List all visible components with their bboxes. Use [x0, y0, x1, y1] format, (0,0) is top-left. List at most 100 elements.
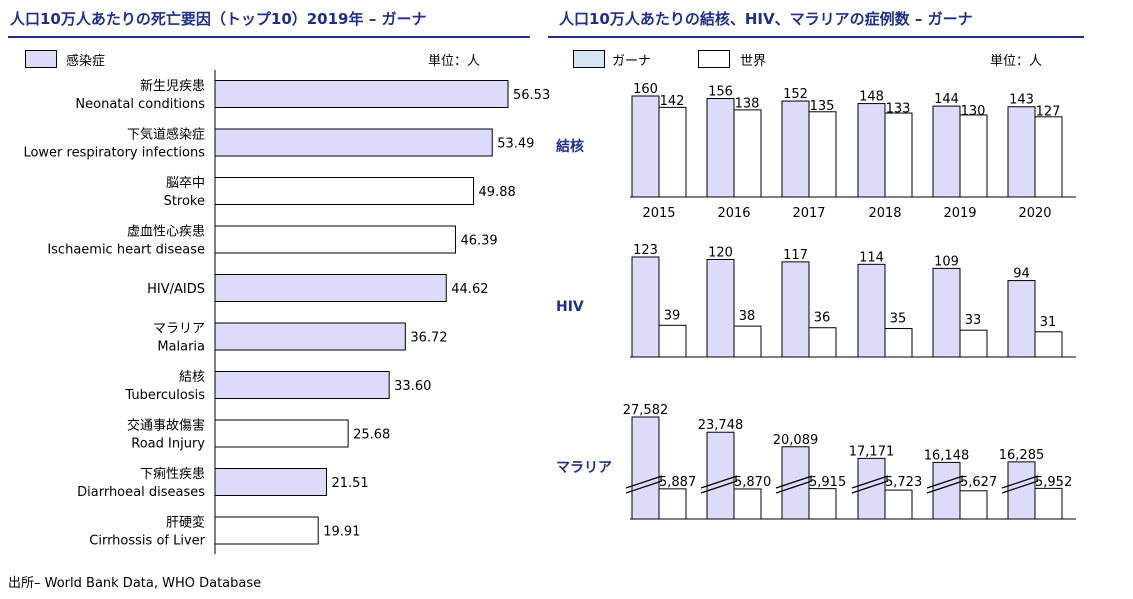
left-category-en: Diarrhoeal diseases [77, 485, 205, 500]
ghana-bar [857, 103, 886, 198]
left-category-en: Cirrhossis of Liver [89, 534, 205, 549]
ghana-value-label: 94 [1013, 267, 1030, 282]
ghana-bar [932, 461, 961, 520]
world-bar [884, 489, 913, 520]
left-title-rule [8, 36, 530, 38]
year-tick-label: 2015 [642, 206, 675, 221]
world-bar [658, 488, 687, 520]
left-category-en: Tuberculosis [124, 388, 205, 403]
right-title-rule [548, 36, 1084, 38]
ghana-value-label: 16,285 [999, 448, 1045, 463]
world-bar [959, 490, 988, 520]
left-category-ja: 下痢性疾患 [140, 466, 205, 482]
left-category-en: HIV/AIDS [147, 282, 205, 297]
ghana-value-label: 20,089 [773, 433, 819, 448]
left-bar [214, 468, 327, 496]
left-category-en: Malaria [157, 340, 205, 355]
axis-break-mark [926, 475, 964, 489]
legend-ghana-label: ガーナ [612, 54, 652, 69]
ghana-value-label: 120 [708, 245, 733, 260]
left-bar-value: 44.62 [451, 282, 488, 297]
ghana-bar [781, 100, 810, 198]
ghana-value-label: 109 [934, 254, 959, 269]
ghana-bar [857, 457, 886, 520]
ghana-bar [932, 105, 961, 198]
ghana-bar [781, 261, 810, 358]
axis-break-mark [625, 475, 663, 489]
ghana-value-label: 16,148 [924, 448, 970, 463]
ghana-value-label: 27,582 [623, 403, 669, 418]
left-category-en: Lower respiratory infections [23, 146, 205, 161]
world-value-label: 38 [739, 309, 756, 324]
ghana-value-label: 114 [859, 250, 884, 265]
axis-break-mark [926, 480, 964, 494]
world-value-label: 5,915 [809, 475, 846, 490]
ghana-value-label: 17,171 [849, 444, 895, 459]
left-bar-value: 33.60 [394, 379, 431, 394]
group-label: マラリア [556, 460, 612, 476]
ghana-value-label: 143 [1009, 93, 1034, 108]
year-tick-label: 2018 [868, 206, 901, 221]
ghana-value-label: 123 [633, 243, 658, 258]
world-bar [1034, 487, 1063, 520]
ghana-bar [706, 98, 735, 198]
axis-break-mark [775, 480, 813, 494]
ghana-bar [631, 416, 660, 520]
world-bar [808, 488, 837, 520]
group-label: 結核 [556, 138, 584, 155]
legend-ghana-swatch [573, 50, 605, 68]
legend-world-swatch [698, 50, 730, 68]
group-label: HIV [556, 299, 584, 315]
ghana-bar [857, 263, 886, 358]
left-bar [214, 419, 349, 448]
legend-infectious-swatch [25, 50, 57, 68]
axis-break-mark [1001, 480, 1039, 494]
world-value-label: 142 [660, 94, 685, 109]
ghana-value-label: 117 [783, 248, 808, 263]
world-value-label: 5,887 [659, 475, 696, 490]
left-bar [214, 274, 447, 302]
world-bar [808, 327, 837, 358]
ghana-bar [706, 431, 735, 520]
left-bar [214, 516, 319, 545]
left-bar-value: 49.88 [479, 185, 516, 200]
world-bar [1034, 116, 1063, 198]
world-bar [959, 114, 988, 198]
axis-break-mark [851, 475, 889, 489]
world-value-label: 31 [1040, 315, 1057, 330]
right-unit-label: 単位：人 [990, 54, 1043, 69]
legend-infectious-label: 感染症 [66, 54, 106, 69]
year-tick-label: 2019 [943, 206, 976, 221]
ghana-bar [1007, 280, 1036, 358]
left-bar [214, 80, 509, 108]
left-bar-value: 56.53 [513, 88, 550, 103]
left-bar-value: 36.72 [410, 331, 447, 346]
left-category-ja: 肝硬変 [166, 515, 205, 531]
left-chart-title: 人口10万人あたりの死亡要因（トップ10）2019年 – ガーナ [10, 10, 427, 28]
left-category-en: Stroke [164, 194, 205, 209]
left-bar [214, 128, 493, 157]
ghana-bar [631, 256, 660, 358]
left-category-ja: マラリア [153, 322, 205, 337]
left-bar-value: 25.68 [353, 428, 390, 443]
world-bar [884, 328, 913, 358]
world-value-label: 130 [961, 104, 986, 119]
axis-break-mark [1001, 475, 1039, 489]
ghana-bar [631, 95, 660, 198]
left-bar [214, 225, 456, 254]
left-unit-label: 単位：人 [428, 54, 481, 69]
world-value-label: 5,870 [734, 475, 771, 490]
right-chart-title: 人口10万人あたりの結核、HIV、マラリアの症例数 – ガーナ [559, 10, 973, 28]
ghana-value-label: 23,748 [698, 418, 744, 433]
ghana-bar [706, 258, 735, 358]
world-value-label: 138 [735, 97, 760, 112]
world-value-label: 33 [965, 313, 982, 328]
year-tick-label: 2017 [792, 206, 825, 221]
world-value-label: 127 [1036, 105, 1061, 120]
world-bar [658, 324, 687, 358]
ghana-bar [1007, 106, 1036, 198]
legend-world-label: 世界 [740, 54, 767, 69]
left-bar [214, 371, 390, 399]
ghana-bar [932, 267, 961, 358]
